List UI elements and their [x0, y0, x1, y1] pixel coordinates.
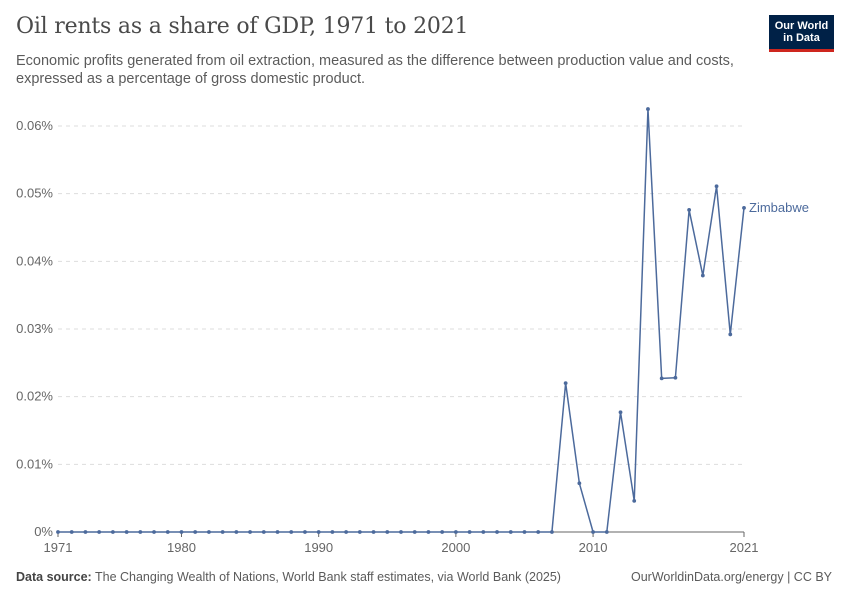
data-point — [632, 498, 637, 503]
data-point — [673, 375, 678, 380]
y-tick-label: 0.06% — [16, 118, 53, 133]
data-point — [261, 530, 266, 534]
data-point — [522, 530, 527, 534]
data-point — [700, 273, 705, 278]
data-point — [97, 530, 102, 534]
data-point — [56, 530, 60, 534]
data-point — [440, 530, 445, 534]
y-tick-label: 0.01% — [16, 456, 53, 471]
data-point — [426, 530, 431, 534]
data-point — [467, 530, 472, 534]
data-point — [728, 332, 733, 337]
data-point — [371, 530, 376, 534]
data-point — [344, 530, 349, 534]
y-tick-label: 0.03% — [16, 321, 53, 336]
data-point — [207, 530, 211, 534]
y-tick-label: 0% — [34, 524, 53, 539]
data-point — [481, 530, 486, 534]
data-source-text: The Changing Wealth of Nations, World Ba… — [94, 570, 561, 584]
data-point — [165, 530, 170, 534]
data-point — [69, 530, 74, 534]
data-point — [316, 530, 321, 534]
data-point — [83, 530, 88, 534]
x-tick-label: 2021 — [730, 540, 759, 555]
data-point — [412, 530, 417, 534]
data-source: Data source: The Changing Wealth of Nati… — [16, 570, 561, 584]
data-point — [563, 381, 568, 386]
logo-line-2: in Data — [783, 32, 820, 44]
footer-link[interactable]: OurWorldinData.org/energy | CC BY — [630, 570, 832, 584]
data-point — [508, 530, 513, 534]
data-point — [179, 530, 184, 534]
data-point — [248, 530, 252, 534]
x-tick-label: 2010 — [579, 540, 608, 555]
data-point — [714, 184, 719, 189]
series-line — [58, 108, 745, 533]
y-tick-label: 0.02% — [16, 389, 53, 404]
series-lines — [56, 107, 746, 534]
data-point — [591, 530, 595, 534]
data-point — [220, 530, 225, 534]
data-point — [550, 530, 554, 534]
data-point — [495, 530, 499, 534]
data-point — [385, 530, 390, 534]
data-point — [138, 530, 143, 534]
data-point — [577, 481, 582, 486]
owid-logo[interactable]: Our World in Data — [769, 15, 834, 52]
data-point — [453, 530, 458, 534]
data-source-label: Data source: — [16, 570, 92, 584]
data-point — [234, 530, 239, 534]
data-point — [330, 530, 335, 534]
x-tick-label: 1980 — [167, 540, 196, 555]
data-point — [399, 530, 403, 534]
data-point — [110, 530, 115, 534]
data-point — [646, 107, 650, 111]
data-point — [357, 530, 362, 534]
data-point — [618, 410, 623, 415]
data-point — [303, 530, 307, 534]
x-tick-label: 2000 — [441, 540, 470, 555]
data-point — [659, 376, 664, 381]
data-point — [193, 530, 198, 534]
x-tick-label: 1971 — [44, 540, 73, 555]
data-point — [536, 530, 541, 534]
y-tick-label: 0.04% — [16, 253, 53, 268]
series-labels: Zimbabwe — [749, 200, 809, 215]
grid-lines — [58, 125, 744, 465]
data-point — [152, 530, 156, 534]
data-point — [124, 530, 129, 534]
axes: 0% 0.01% 0.02% 0.03% 0.04% 0.05% 0.06% 1971 1980… — [16, 118, 758, 555]
chart-title: Oil rents as a share of GDP, 1971 to 202… — [16, 14, 469, 39]
chart-subtitle: Economic profits generated from oil extr… — [16, 53, 734, 87]
x-tick-label: 1990 — [304, 540, 333, 555]
data-point — [289, 530, 294, 534]
data-point — [742, 205, 746, 210]
data-point — [604, 530, 609, 534]
series-label: Zimbabwe — [749, 200, 809, 215]
data-point — [687, 208, 692, 212]
logo-line-1: Our World — [774, 20, 829, 32]
data-point — [275, 530, 280, 534]
y-tick-label: 0.05% — [16, 186, 53, 201]
